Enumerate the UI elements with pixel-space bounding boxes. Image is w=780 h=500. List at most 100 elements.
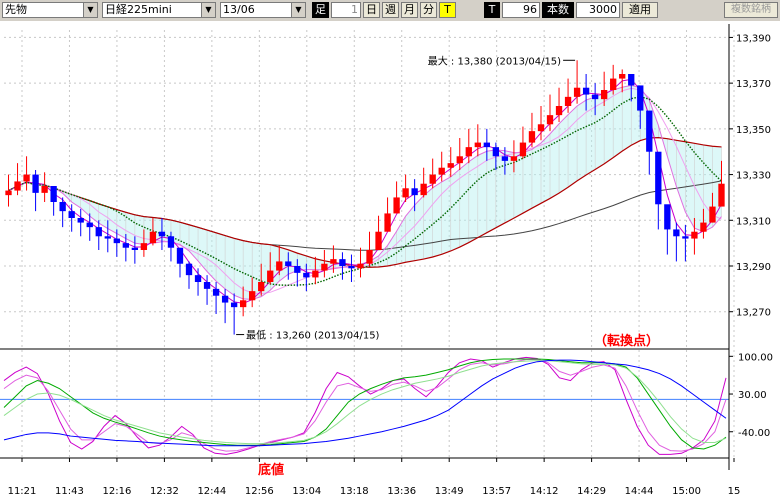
- chevron-down-icon[interactable]: ▼: [201, 3, 215, 17]
- y-tick-label: 13,370: [736, 79, 771, 90]
- period-button-day[interactable]: 日: [363, 2, 380, 18]
- candle-down: [655, 151, 662, 205]
- contract-select-value: 日経225mini: [105, 3, 172, 16]
- candle-up: [402, 188, 409, 198]
- candle-up: [447, 163, 454, 168]
- candle-up: [366, 250, 373, 264]
- candle-up: [384, 213, 391, 232]
- apply-button[interactable]: 適用: [622, 2, 658, 18]
- candle-up: [375, 231, 382, 250]
- x-tick-label: 15: [728, 486, 741, 497]
- candle-up: [23, 174, 30, 182]
- y-tick-label: 13,310: [736, 216, 771, 227]
- candle-down: [348, 266, 355, 269]
- candle-up: [610, 78, 617, 90]
- multi-symbol-button[interactable]: 複数銘柄: [724, 2, 778, 18]
- candle-up: [700, 222, 707, 232]
- candle-down: [230, 302, 238, 308]
- y-tick-label: 13,350: [736, 125, 771, 136]
- candle-up: [312, 270, 319, 278]
- candle-down: [285, 261, 292, 266]
- tick-button[interactable]: T: [439, 2, 456, 18]
- candle-down: [158, 231, 166, 237]
- count-spinner[interactable]: 96: [502, 2, 540, 18]
- candle-up: [357, 263, 364, 269]
- candle-up: [438, 167, 445, 175]
- ma-band: [8, 85, 722, 300]
- candle-up: [465, 147, 472, 157]
- candle-down: [95, 227, 102, 237]
- candle-up: [420, 183, 427, 196]
- candle-up: [601, 90, 608, 100]
- y-tick-label: 13,290: [736, 262, 771, 273]
- annotations: 最大 : 13,380 (2013/04/15) 最低 : 13,260 (201…: [236, 54, 576, 342]
- candle-down: [77, 218, 84, 223]
- candle-down: [176, 247, 184, 264]
- x-tick-label: 13:57: [482, 486, 511, 497]
- candle-up: [330, 259, 337, 264]
- step-spinner[interactable]: 1: [331, 2, 361, 18]
- x-tick-label: 13:36: [387, 486, 416, 497]
- period-button-week[interactable]: 週: [382, 2, 399, 18]
- min-annotation: 最低 : 13,260 (2013/04/15): [246, 329, 379, 342]
- ma-green: [8, 96, 722, 286]
- candle-up: [393, 197, 400, 214]
- candle-up: [519, 142, 527, 157]
- osc-y-tick-label: 100.00: [738, 352, 773, 363]
- x-tick-label: 12:16: [103, 486, 132, 497]
- x-tick-label: 11:43: [55, 486, 84, 497]
- y-axis-labels: 13,390 13,370 13,350 13,330 13,310 13,290 13,2…: [729, 33, 771, 319]
- period-button-month[interactable]: 月: [401, 2, 418, 18]
- candle-down: [221, 295, 229, 303]
- candle-down: [628, 74, 635, 86]
- candle-up: [555, 106, 563, 116]
- x-tick-label: 14:29: [577, 486, 606, 497]
- month-select-value: 13/06: [223, 3, 255, 16]
- candle-down: [483, 142, 490, 148]
- chevron-down-icon[interactable]: ▼: [83, 3, 97, 17]
- chevron-down-icon[interactable]: ▼: [291, 3, 305, 17]
- candle-down: [303, 272, 310, 278]
- candle-down: [682, 236, 689, 239]
- x-tick-label: 13:49: [435, 486, 464, 497]
- x-tick-label: 12:32: [150, 486, 179, 497]
- candle-up: [546, 115, 554, 125]
- candle-down: [68, 211, 75, 218]
- max-annotation: 最大 : 13,380 (2013/04/15): [428, 54, 561, 67]
- x-axis-labels: 11:21 11:43 12:16 12:32 12:44 12:56 13:04 13:18…: [8, 458, 741, 497]
- period-button-minute[interactable]: 分: [420, 2, 437, 18]
- osc-y-tick-label: -40.00: [738, 428, 770, 439]
- bars-label: 本数: [542, 2, 574, 18]
- candle-up: [249, 291, 256, 301]
- x-tick-label: 14:12: [530, 486, 559, 497]
- candle-up: [474, 142, 481, 148]
- candle-up: [537, 124, 545, 132]
- candle-up: [258, 282, 265, 292]
- oscillator-line-4: [3, 360, 727, 445]
- candle-down: [131, 247, 139, 250]
- candle-down: [492, 147, 500, 157]
- candle-down: [167, 236, 175, 248]
- candle-up: [140, 243, 148, 250]
- candle-up: [456, 156, 463, 164]
- product-select[interactable]: 先物 ▼: [2, 2, 98, 18]
- oscillator-y-labels: 100.00 30.00 -40.00: [729, 352, 773, 439]
- candle-up: [267, 270, 274, 282]
- y-tick-label: 13,270: [736, 308, 771, 319]
- x-tick-label: 14:44: [625, 486, 654, 497]
- ma-pink-3: [8, 87, 722, 295]
- bars-spinner[interactable]: 3000: [576, 2, 620, 18]
- candle-up: [528, 131, 536, 143]
- candle-up: [14, 181, 21, 191]
- candle-down: [591, 94, 599, 100]
- candle-up: [691, 231, 698, 239]
- candle-down: [59, 202, 66, 212]
- month-select[interactable]: 13/06 ▼: [220, 2, 306, 18]
- contract-select[interactable]: 日経225mini ▼: [102, 2, 216, 18]
- candle-down: [501, 156, 509, 161]
- candle-down: [294, 266, 301, 273]
- candle-down: [86, 222, 93, 228]
- y-tick-label: 13,390: [736, 33, 771, 44]
- y-tick-label: 13,330: [736, 171, 771, 182]
